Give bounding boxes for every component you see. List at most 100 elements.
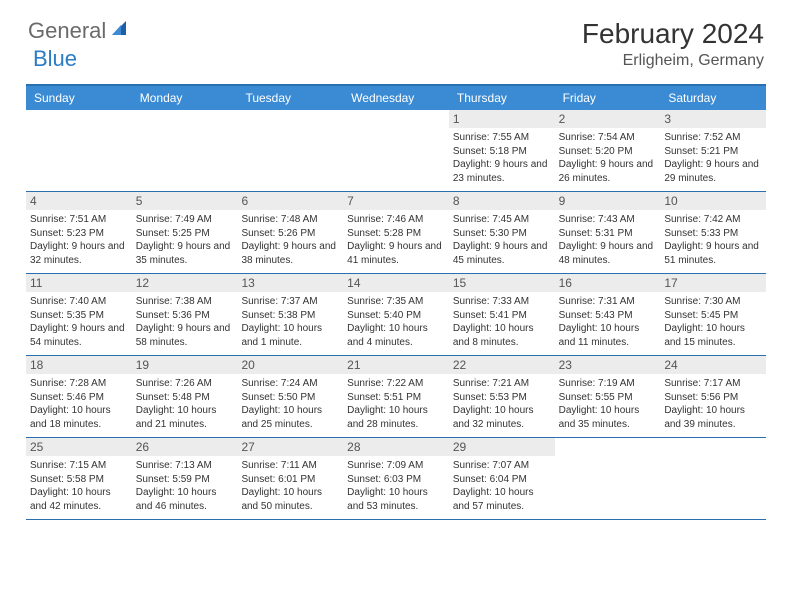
day-details: Sunrise: 7:46 AMSunset: 5:28 PMDaylight:… (347, 213, 445, 267)
day-cell: 11Sunrise: 7:40 AMSunset: 5:35 PMDayligh… (26, 274, 132, 355)
day-cell: 7 Sunrise: 7:46 AMSunset: 5:28 PMDaylight… (343, 192, 449, 273)
day-cell (660, 438, 766, 519)
day-details: Sunrise: 7:09 AMSunset: 6:03 PMDaylight:… (347, 459, 445, 513)
week-row: 4 Sunrise: 7:51 AMSunset: 5:23 PMDaylight… (26, 192, 766, 274)
day-details: Sunrise: 7:17 AMSunset: 5:56 PMDaylight:… (664, 377, 762, 431)
day-details: Sunrise: 7:13 AMSunset: 5:59 PMDaylight:… (136, 459, 234, 513)
day-number: 29 (449, 438, 555, 456)
day-number: 25 (26, 438, 132, 456)
day-cell: 17 Sunrise: 7:30 AMSunset: 5:45 PMDayligh… (660, 274, 766, 355)
day-details: Sunrise: 7:55 AMSunset: 5:18 PMDaylight:… (453, 131, 551, 185)
day-details: Sunrise: 7:21 AMSunset: 5:53 PMDaylight:… (453, 377, 551, 431)
dow-cell: Friday (555, 86, 661, 110)
day-details: Sunrise: 7:28 AMSunset: 5:46 PMDaylight:… (30, 377, 128, 431)
day-details: Sunrise: 7:19 AMSunset: 5:55 PMDaylight:… (559, 377, 657, 431)
day-cell: 25 Sunrise: 7:15 AMSunset: 5:58 PMDayligh… (26, 438, 132, 519)
day-cell: 9Sunrise: 7:43 AMSunset: 5:31 PMDaylight… (555, 192, 661, 273)
day-details: Sunrise: 7:30 AMSunset: 5:45 PMDaylight:… (664, 295, 762, 349)
day-details: Sunrise: 7:33 AMSunset: 5:41 PMDaylight:… (453, 295, 551, 349)
day-cell: 5 Sunrise: 7:49 AMSunset: 5:25 PMDaylight… (132, 192, 238, 273)
day-details: Sunrise: 7:51 AMSunset: 5:23 PMDaylight:… (30, 213, 128, 267)
day-details: Sunrise: 7:54 AMSunset: 5:20 PMDaylight:… (559, 131, 657, 185)
day-cell (555, 438, 661, 519)
day-number: 6 (237, 192, 343, 210)
day-number: 18 (26, 356, 132, 374)
day-number: 8 (449, 192, 555, 210)
day-details: Sunrise: 7:11 AMSunset: 6:01 PMDaylight:… (241, 459, 339, 513)
day-cell: 27 Sunrise: 7:11 AMSunset: 6:01 PMDayligh… (237, 438, 343, 519)
dow-cell: Saturday (660, 86, 766, 110)
day-cell: 19Sunrise: 7:26 AMSunset: 5:48 PMDayligh… (132, 356, 238, 437)
day-details: Sunrise: 7:48 AMSunset: 5:26 PMDaylight:… (241, 213, 339, 267)
day-number: 19 (132, 356, 238, 374)
day-cell (132, 110, 238, 191)
day-details: Sunrise: 7:52 AMSunset: 5:21 PMDaylight:… (664, 131, 762, 185)
empty-day (660, 438, 766, 456)
dow-cell: Wednesday (343, 86, 449, 110)
day-details: Sunrise: 7:49 AMSunset: 5:25 PMDaylight:… (136, 213, 234, 267)
day-cell: 13 Sunrise: 7:37 AMSunset: 5:38 PMDayligh… (237, 274, 343, 355)
day-cell: 3Sunrise: 7:52 AMSunset: 5:21 PMDaylight… (660, 110, 766, 191)
month-title: February 2024 (582, 18, 764, 50)
day-details: Sunrise: 7:43 AMSunset: 5:31 PMDaylight:… (559, 213, 657, 267)
day-cell: 20Sunrise: 7:24 AMSunset: 5:50 PMDayligh… (237, 356, 343, 437)
week-row: 18 Sunrise: 7:28 AMSunset: 5:46 PMDayligh… (26, 356, 766, 438)
day-details: Sunrise: 7:35 AMSunset: 5:40 PMDaylight:… (347, 295, 445, 349)
day-cell: 21 Sunrise: 7:22 AMSunset: 5:51 PMDayligh… (343, 356, 449, 437)
empty-day (132, 110, 238, 128)
day-cell: 26 Sunrise: 7:13 AMSunset: 5:59 PMDayligh… (132, 438, 238, 519)
title-block: February 2024 Erligheim, Germany (582, 18, 764, 70)
empty-day (555, 438, 661, 456)
day-details: Sunrise: 7:07 AMSunset: 6:04 PMDaylight:… (453, 459, 551, 513)
day-number: 14 (343, 274, 449, 292)
day-details: Sunrise: 7:38 AMSunset: 5:36 PMDaylight:… (136, 295, 234, 349)
day-cell (26, 110, 132, 191)
logo-text-general: General (28, 18, 106, 44)
day-cell: 2Sunrise: 7:54 AMSunset: 5:20 PMDaylight… (555, 110, 661, 191)
day-number: 15 (449, 274, 555, 292)
day-number: 27 (237, 438, 343, 456)
day-number: 13 (237, 274, 343, 292)
day-number: 11 (26, 274, 132, 292)
day-number: 22 (449, 356, 555, 374)
day-cell: 22 Sunrise: 7:21 AMSunset: 5:53 PMDayligh… (449, 356, 555, 437)
day-cell (343, 110, 449, 191)
day-number: 4 (26, 192, 132, 210)
day-number: 21 (343, 356, 449, 374)
day-details: Sunrise: 7:37 AMSunset: 5:38 PMDaylight:… (241, 295, 339, 349)
day-number: 23 (555, 356, 661, 374)
dow-cell: Tuesday (237, 86, 343, 110)
day-cell: 6 Sunrise: 7:48 AMSunset: 5:26 PMDaylight… (237, 192, 343, 273)
day-of-week-header: SundayMondayTuesdayWednesdayThursdayFrid… (26, 86, 766, 110)
day-details: Sunrise: 7:31 AMSunset: 5:43 PMDaylight:… (559, 295, 657, 349)
day-number: 5 (132, 192, 238, 210)
day-cell (237, 110, 343, 191)
header: General February 2024 Erligheim, Germany (0, 0, 792, 78)
day-details: Sunrise: 7:15 AMSunset: 5:58 PMDaylight:… (30, 459, 128, 513)
day-details: Sunrise: 7:42 AMSunset: 5:33 PMDaylight:… (664, 213, 762, 267)
day-number: 26 (132, 438, 238, 456)
week-row: 25 Sunrise: 7:15 AMSunset: 5:58 PMDayligh… (26, 438, 766, 520)
dow-cell: Monday (132, 86, 238, 110)
day-details: Sunrise: 7:45 AMSunset: 5:30 PMDaylight:… (453, 213, 551, 267)
day-cell: 28Sunrise: 7:09 AMSunset: 6:03 PMDayligh… (343, 438, 449, 519)
empty-day (343, 110, 449, 128)
day-cell: 8 Sunrise: 7:45 AMSunset: 5:30 PMDaylight… (449, 192, 555, 273)
logo-text-blue: Blue (33, 46, 77, 71)
day-number: 24 (660, 356, 766, 374)
day-cell: 16Sunrise: 7:31 AMSunset: 5:43 PMDayligh… (555, 274, 661, 355)
day-details: Sunrise: 7:24 AMSunset: 5:50 PMDaylight:… (241, 377, 339, 431)
day-cell: 29 Sunrise: 7:07 AMSunset: 6:04 PMDayligh… (449, 438, 555, 519)
dow-cell: Thursday (449, 86, 555, 110)
day-cell: 4 Sunrise: 7:51 AMSunset: 5:23 PMDaylight… (26, 192, 132, 273)
day-cell: 18 Sunrise: 7:28 AMSunset: 5:46 PMDayligh… (26, 356, 132, 437)
empty-day (237, 110, 343, 128)
day-number: 17 (660, 274, 766, 292)
day-number: 1 (449, 110, 555, 128)
calendar: SundayMondayTuesdayWednesdayThursdayFrid… (26, 84, 766, 520)
day-cell: 23 Sunrise: 7:19 AMSunset: 5:55 PMDayligh… (555, 356, 661, 437)
day-cell: 10 Sunrise: 7:42 AMSunset: 5:33 PMDayligh… (660, 192, 766, 273)
day-details: Sunrise: 7:22 AMSunset: 5:51 PMDaylight:… (347, 377, 445, 431)
day-number: 7 (343, 192, 449, 210)
day-number: 10 (660, 192, 766, 210)
